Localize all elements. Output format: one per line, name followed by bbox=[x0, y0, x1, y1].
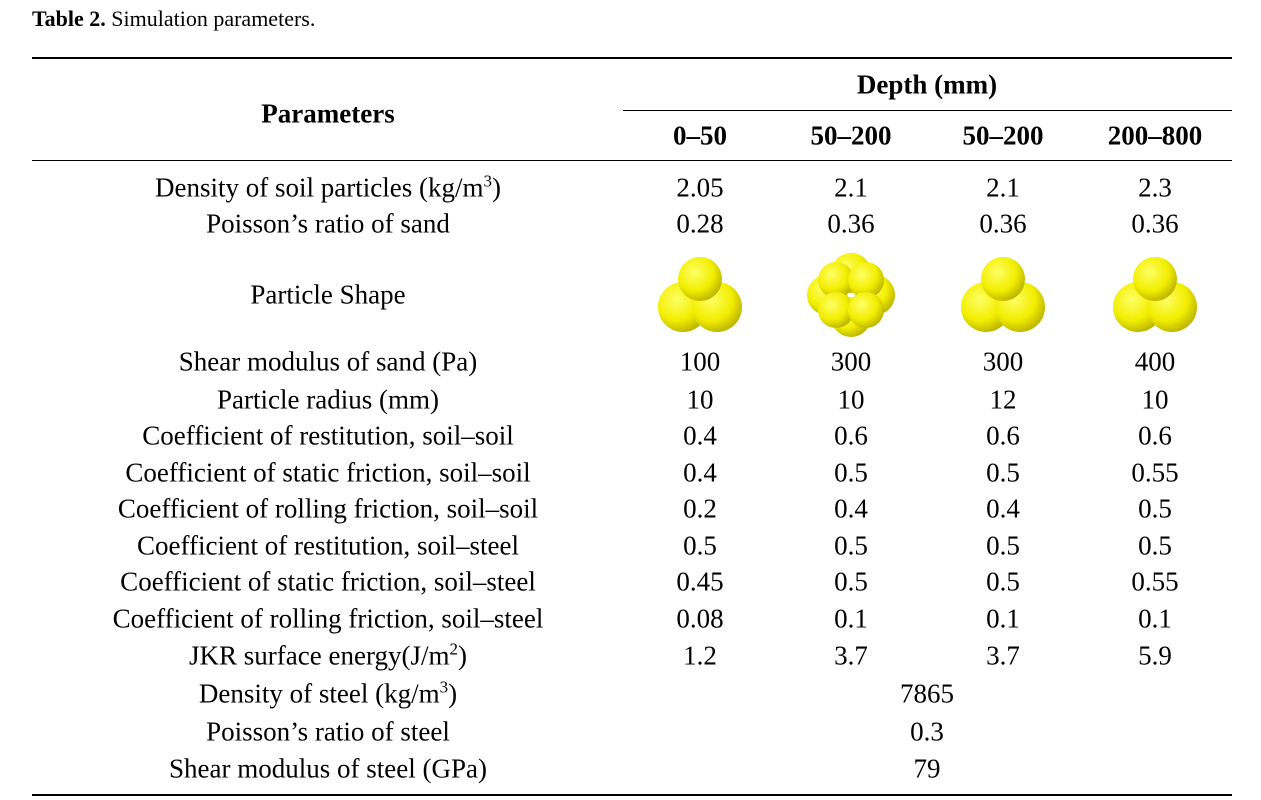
group-rule bbox=[623, 110, 1232, 111]
column-header: 50–200 bbox=[962, 120, 1044, 151]
header-rule bbox=[32, 160, 1232, 161]
cell: 0.36 bbox=[979, 208, 1027, 239]
cell: 0.36 bbox=[1131, 208, 1179, 239]
label-end: ) bbox=[448, 678, 458, 709]
row-label: Density of steel (kg/m3) bbox=[198, 677, 458, 709]
column-header: 0–50 bbox=[673, 120, 727, 151]
particle-shape bbox=[1113, 257, 1197, 332]
cell: 3.7 bbox=[834, 640, 868, 671]
cell: 0.4 bbox=[683, 420, 717, 451]
parameters-header: Parameters bbox=[261, 98, 395, 129]
cell: 400 bbox=[1134, 346, 1176, 377]
top-rule bbox=[32, 57, 1232, 59]
caption-text: Simulation parameters. bbox=[111, 6, 316, 31]
cell: 0.1 bbox=[834, 603, 868, 634]
cell: 0.5 bbox=[986, 457, 1020, 488]
particle-shape bbox=[961, 257, 1045, 332]
cell: 0.55 bbox=[1131, 457, 1179, 488]
row-label: Coefficient of static friction, soil–soi… bbox=[125, 457, 531, 488]
cell: 2.3 bbox=[1138, 172, 1172, 203]
depth-header: Depth (mm) bbox=[856, 69, 998, 100]
cell: 2.05 bbox=[676, 172, 724, 203]
cell: 1.2 bbox=[683, 640, 717, 671]
row-label: Particle Shape bbox=[250, 279, 406, 310]
label-end: ) bbox=[491, 172, 501, 203]
particle-shape bbox=[807, 253, 895, 337]
cell: 2.1 bbox=[834, 172, 868, 203]
cell: 0.4 bbox=[986, 493, 1020, 524]
row-label: Coefficient of restitution, soil–soil bbox=[142, 420, 514, 451]
cell: 79 bbox=[913, 753, 941, 784]
column-header: 200–800 bbox=[1107, 120, 1203, 151]
label-end: ) bbox=[457, 640, 467, 671]
row-label: Particle radius (mm) bbox=[217, 384, 439, 415]
cell: 5.9 bbox=[1138, 640, 1172, 671]
cell: 0.4 bbox=[683, 457, 717, 488]
cell: 0.5 bbox=[986, 530, 1020, 561]
row-label: Coefficient of rolling friction, soil–st… bbox=[112, 603, 544, 634]
row-label: Coefficient of rolling friction, soil–so… bbox=[117, 493, 539, 524]
cell: 0.5 bbox=[834, 566, 868, 597]
label-text: JKR surface energy(J/m bbox=[189, 640, 450, 671]
cell: 10 bbox=[837, 384, 865, 415]
cell: 0.1 bbox=[986, 603, 1020, 634]
cell: 0.5 bbox=[1138, 530, 1172, 561]
cell: 0.08 bbox=[676, 603, 724, 634]
cell: 0.6 bbox=[834, 420, 868, 451]
cell: 0.2 bbox=[683, 493, 717, 524]
cell: 3.7 bbox=[986, 640, 1020, 671]
row-label: Poisson’s ratio of sand bbox=[206, 208, 450, 239]
cell: 0.3 bbox=[910, 716, 944, 747]
cell: 0.5 bbox=[834, 530, 868, 561]
row-label: Density of soil particles (kg/m3) bbox=[155, 171, 501, 203]
cell: 7865 bbox=[900, 678, 954, 709]
cell: 0.5 bbox=[1138, 493, 1172, 524]
cell: 100 bbox=[679, 346, 721, 377]
caption-label: Table 2. bbox=[32, 6, 106, 31]
column-header: 50–200 bbox=[810, 120, 892, 151]
row-label: Coefficient of static friction, soil–ste… bbox=[120, 566, 536, 597]
cell: 0.5 bbox=[683, 530, 717, 561]
row-label: JKR surface energy(J/m2) bbox=[189, 639, 467, 671]
cell: 300 bbox=[982, 346, 1024, 377]
row-label: Shear modulus of steel (GPa) bbox=[169, 753, 487, 784]
label-text: Density of steel (kg/m bbox=[198, 678, 440, 709]
cell: 0.55 bbox=[1131, 566, 1179, 597]
cell: 0.36 bbox=[827, 208, 875, 239]
cell: 0.5 bbox=[834, 457, 868, 488]
row-label: Shear modulus of sand (Pa) bbox=[178, 346, 478, 377]
label-sup: 3 bbox=[483, 171, 492, 191]
label-sup: 2 bbox=[449, 639, 458, 659]
label-sup: 3 bbox=[439, 677, 449, 697]
cell: 0.4 bbox=[834, 493, 868, 524]
cell: 12 bbox=[989, 384, 1017, 415]
cell: 0.6 bbox=[986, 420, 1020, 451]
row-label: Poisson’s ratio of steel bbox=[206, 716, 450, 747]
bottom-rule bbox=[32, 794, 1232, 796]
label-text: Density of soil particles (kg/m bbox=[155, 172, 484, 203]
cell: 10 bbox=[1141, 384, 1169, 415]
caption: Table 2. Simulation parameters. bbox=[32, 6, 315, 32]
cell: 0.6 bbox=[1138, 420, 1172, 451]
cell: 0.28 bbox=[676, 208, 724, 239]
cell: 0.5 bbox=[986, 566, 1020, 597]
cell: 300 bbox=[830, 346, 872, 377]
cell: 0.1 bbox=[1138, 603, 1172, 634]
cell: 0.45 bbox=[676, 566, 724, 597]
cell: 2.1 bbox=[986, 172, 1020, 203]
row-label: Coefficient of restitution, soil–steel bbox=[137, 530, 519, 561]
particle-shape bbox=[658, 257, 742, 332]
cell: 10 bbox=[686, 384, 714, 415]
